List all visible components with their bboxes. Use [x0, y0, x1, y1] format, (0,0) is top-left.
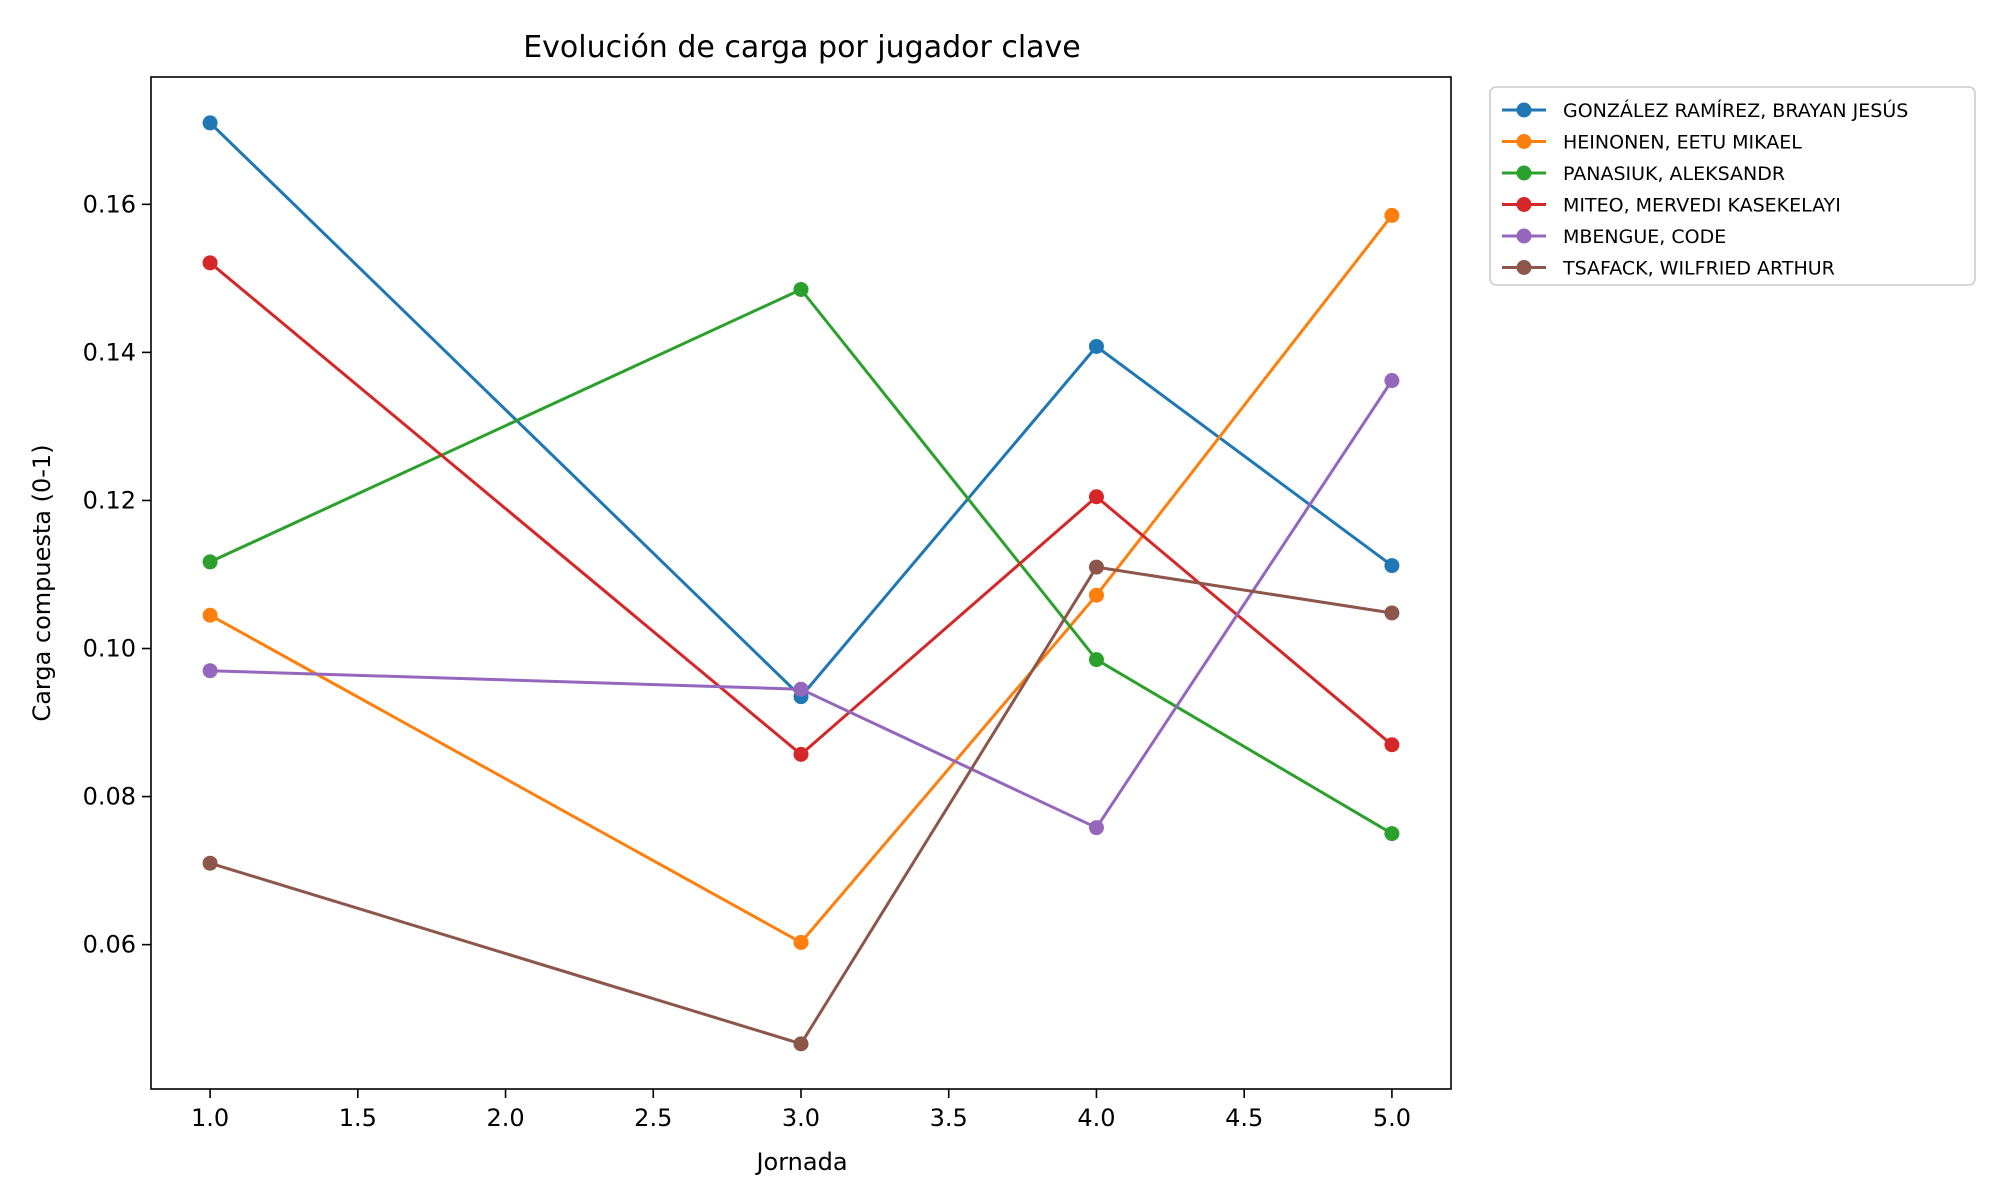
y-axis-title: Carga compuesta (0-1) — [28, 444, 56, 721]
data-point — [793, 681, 809, 697]
series-3 — [202, 281, 1400, 842]
data-point — [1088, 820, 1104, 836]
series-line — [210, 379, 1394, 830]
plot-background — [151, 77, 1451, 1089]
legend-frame — [1489, 86, 1976, 286]
legend-item: HEINONEN, EETU MIKAEL — [1502, 132, 1802, 154]
x-axis-title: Jornada — [754, 1148, 847, 1176]
plot-area — [151, 77, 1451, 1089]
series-1 — [202, 115, 1400, 705]
data-point — [202, 855, 218, 871]
series-line — [209, 288, 1393, 835]
legend-swatch-marker — [1516, 134, 1532, 149]
y-tick-label: 0.16 — [83, 190, 136, 218]
legend-label: MITEO, MERVEDI KASEKELAYI — [1563, 195, 1841, 217]
x-tick-label: 4.0 — [1077, 1104, 1115, 1132]
data-point — [1384, 605, 1400, 621]
legend-label: GONZÁLEZ RAMÍREZ, BRAYAN JESÚS — [1563, 98, 1908, 122]
data-point — [1384, 737, 1400, 753]
series-layer — [202, 115, 1400, 1052]
y-tick-label: 0.06 — [83, 931, 136, 959]
data-point — [793, 746, 809, 762]
legend-swatch-marker — [1516, 102, 1532, 118]
y-tick-label: 0.12 — [83, 486, 136, 514]
x-tick-label: 2.0 — [486, 1104, 524, 1132]
legend-swatch-marker — [1516, 165, 1532, 181]
data-point — [202, 115, 218, 131]
y-tick-label: 0.08 — [83, 783, 136, 811]
data-point — [1088, 338, 1104, 354]
legend-item: MBENGUE, CODE — [1502, 226, 1726, 248]
data-point — [202, 554, 218, 570]
data-point — [1088, 652, 1104, 668]
series-line — [209, 121, 1393, 699]
legend-swatch-marker — [1516, 260, 1532, 275]
data-point — [1088, 489, 1104, 505]
data-point — [202, 663, 218, 679]
series-line — [209, 565, 1393, 1046]
x-tick-label: 2.5 — [634, 1104, 672, 1132]
y-axis-ticks: 0.06 0.08 0.10 0.12 0.14 0.16 — [83, 190, 151, 959]
data-point — [1384, 373, 1400, 389]
data-point — [793, 934, 809, 950]
legend-swatch-marker — [1516, 197, 1532, 212]
data-point — [1384, 558, 1400, 574]
data-point — [1088, 587, 1104, 603]
series-4 — [202, 255, 1400, 762]
data-point — [202, 607, 218, 623]
legend-label: PANASIUK, ALEKSANDR — [1563, 163, 1785, 185]
legend-item: TSAFACK, WILFRIED ARTHUR — [1502, 258, 1835, 280]
x-tick-label: 4.5 — [1225, 1104, 1263, 1132]
y-tick-label: 0.10 — [83, 635, 136, 663]
data-point — [202, 255, 218, 271]
series-line — [209, 214, 1394, 944]
legend-label: HEINONEN, EETU MIKAEL — [1563, 132, 1802, 154]
x-tick-label: 5.0 — [1373, 1104, 1411, 1132]
data-point — [793, 1036, 809, 1052]
x-tick-label: 3.5 — [930, 1104, 968, 1132]
data-point — [1384, 826, 1400, 842]
x-tick-label: 1.0 — [191, 1104, 229, 1132]
series-5 — [202, 373, 1400, 836]
legend-label: MBENGUE, CODE — [1563, 226, 1726, 248]
chart-title: Evolución de carga por jugador clave — [523, 30, 1081, 65]
data-point — [1384, 207, 1400, 223]
data-point — [1088, 559, 1104, 575]
legend-swatch-marker — [1516, 228, 1532, 244]
legend-item: GONZÁLEZ RAMÍREZ, BRAYAN JESÚS — [1502, 98, 1908, 122]
series-2 — [202, 207, 1400, 950]
series-6 — [202, 559, 1400, 1052]
legend-item: PANASIUK, ALEKSANDR — [1502, 163, 1785, 185]
x-tick-label: 1.5 — [339, 1104, 377, 1132]
legend-label: TSAFACK, WILFRIED ARTHUR — [1562, 258, 1835, 280]
y-tick-label: 0.14 — [83, 338, 136, 366]
series-line — [209, 261, 1393, 756]
legend: GONZÁLEZ RAMÍREZ, BRAYAN JESÚS HEINONEN, … — [1489, 86, 1976, 286]
data-point — [793, 281, 809, 297]
plot-frame — [150, 76, 1452, 1090]
x-axis-ticks: 1.0 1.5 2.0 2.5 3.0 3.5 4.0 4.5 5.0 — [191, 1089, 1411, 1132]
legend-item: MITEO, MERVEDI KASEKELAYI — [1502, 195, 1841, 217]
x-tick-label: 3.0 — [782, 1104, 820, 1132]
